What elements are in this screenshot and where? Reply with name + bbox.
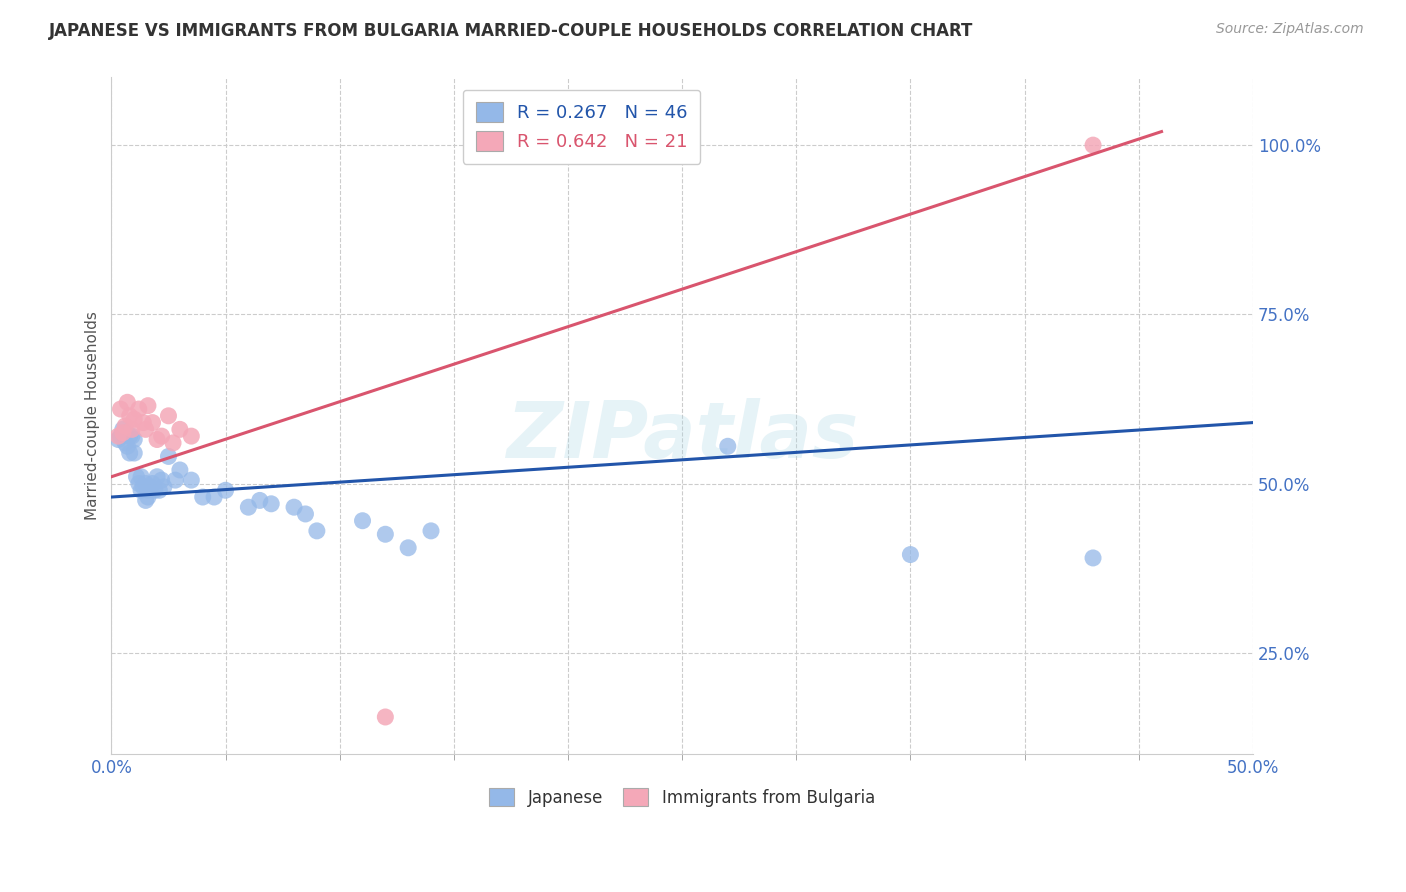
Point	[249, 493, 271, 508]
Point	[169, 422, 191, 436]
Point	[122, 412, 145, 426]
Point	[396, 541, 419, 555]
Point	[1081, 138, 1104, 153]
Point	[157, 409, 180, 423]
Point	[294, 507, 316, 521]
Point	[121, 429, 143, 443]
Point	[118, 429, 141, 443]
Point	[352, 514, 374, 528]
Point	[136, 490, 159, 504]
Point	[128, 402, 150, 417]
Point	[136, 483, 159, 498]
Point	[107, 429, 129, 443]
Point	[238, 500, 260, 515]
Point	[129, 469, 152, 483]
Point	[162, 436, 184, 450]
Point	[122, 446, 145, 460]
Point	[125, 469, 148, 483]
Point	[139, 480, 162, 494]
Point	[135, 493, 157, 508]
Point	[157, 450, 180, 464]
Point	[143, 483, 166, 498]
Point	[117, 395, 139, 409]
Point	[107, 433, 129, 447]
Point	[118, 446, 141, 460]
Point	[153, 480, 176, 494]
Point	[180, 429, 202, 443]
Point	[146, 433, 169, 447]
Point	[148, 483, 170, 498]
Point	[717, 439, 740, 453]
Point	[132, 416, 155, 430]
Point	[150, 429, 173, 443]
Point	[110, 429, 132, 443]
Point	[136, 399, 159, 413]
Y-axis label: Married-couple Households: Married-couple Households	[86, 311, 100, 520]
Point	[165, 473, 187, 487]
Point	[111, 422, 134, 436]
Point	[150, 473, 173, 487]
Point	[141, 476, 163, 491]
Point	[135, 476, 157, 491]
Point	[110, 402, 132, 417]
Text: Source: ZipAtlas.com: Source: ZipAtlas.com	[1216, 22, 1364, 37]
Point	[141, 416, 163, 430]
Point	[121, 422, 143, 436]
Point	[129, 483, 152, 498]
Point	[283, 500, 305, 515]
Point	[135, 422, 157, 436]
Legend: Japanese, Immigrants from Bulgaria: Japanese, Immigrants from Bulgaria	[482, 781, 882, 814]
Text: JAPANESE VS IMMIGRANTS FROM BULGARIA MARRIED-COUPLE HOUSEHOLDS CORRELATION CHART: JAPANESE VS IMMIGRANTS FROM BULGARIA MAR…	[49, 22, 973, 40]
Point	[214, 483, 236, 498]
Point	[118, 409, 141, 423]
Point	[114, 419, 136, 434]
Point	[374, 710, 396, 724]
Point	[146, 469, 169, 483]
Point	[114, 436, 136, 450]
Point	[122, 433, 145, 447]
Point	[191, 490, 214, 504]
Point	[1081, 551, 1104, 566]
Point	[202, 490, 225, 504]
Point	[900, 548, 922, 562]
Point	[420, 524, 443, 538]
Text: ZIPatlas: ZIPatlas	[506, 398, 858, 475]
Point	[111, 425, 134, 440]
Point	[117, 439, 139, 453]
Point	[374, 527, 396, 541]
Point	[305, 524, 328, 538]
Point	[260, 497, 283, 511]
Point	[128, 476, 150, 491]
Point	[180, 473, 202, 487]
Point	[169, 463, 191, 477]
Point	[132, 480, 155, 494]
